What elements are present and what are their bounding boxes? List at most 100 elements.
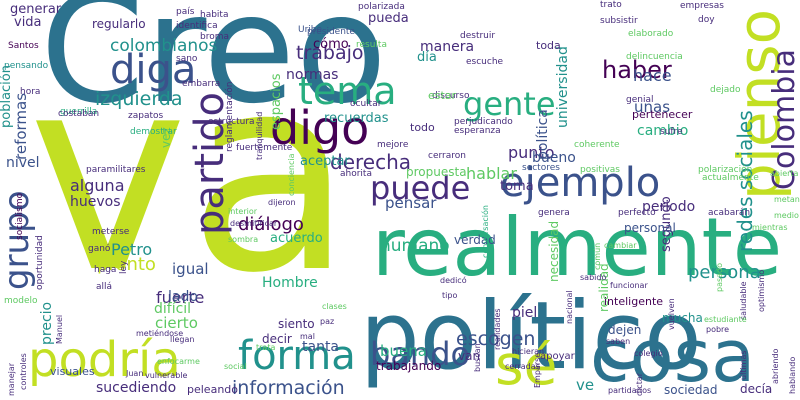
cloud-word: dejen xyxy=(608,323,642,337)
cloud-word: recuerdas xyxy=(324,111,389,126)
cloud-word: trabajo xyxy=(296,42,364,64)
cloud-word: Juan xyxy=(126,369,144,378)
cloud-word: genera xyxy=(538,208,570,218)
cloud-word: gente xyxy=(463,85,556,123)
cloud-word: van xyxy=(458,349,481,363)
cloud-word: coherente xyxy=(574,140,620,150)
cloud-word: perjudicando xyxy=(454,117,513,127)
cloud-word: ejemplo xyxy=(500,160,661,206)
cloud-word: cosa xyxy=(590,314,756,398)
cloud-word: resulta xyxy=(356,40,387,50)
cloud-word: fuerte xyxy=(156,288,205,307)
cloud-word: precio xyxy=(39,301,55,345)
cloud-word: reformas xyxy=(12,92,30,160)
cloud-word: izquierda xyxy=(95,88,183,110)
cloud-word: presidente xyxy=(307,27,355,37)
cloud-word: generar xyxy=(10,2,62,17)
cloud-word: Creo xyxy=(40,0,388,137)
cloud-word: sabido xyxy=(580,273,607,282)
cloud-word: Manuel xyxy=(55,314,64,344)
cloud-word: estar xyxy=(428,89,457,102)
cloud-word: diga xyxy=(110,47,197,93)
cloud-word: tanta xyxy=(302,339,340,355)
cloud-word: pronto xyxy=(97,254,156,275)
cloud-word: pensar xyxy=(385,194,437,212)
cloud-word: reglamentación xyxy=(225,81,235,152)
cloud-word: aceptar xyxy=(300,154,350,169)
cloud-word: tipo xyxy=(442,291,458,300)
cloud-word: escuche xyxy=(466,57,504,67)
cloud-word: sociedad xyxy=(664,383,718,397)
cloud-word: sufre xyxy=(660,127,683,137)
cloud-word: subsistir xyxy=(600,16,638,26)
cloud-word: Uribe xyxy=(298,25,323,35)
cloud-word: tema xyxy=(298,69,397,113)
cloud-word: pobre xyxy=(706,325,730,334)
cloud-word: cierto xyxy=(155,314,198,332)
cloud-word: piel xyxy=(512,305,538,321)
cloud-word: bando xyxy=(370,335,471,373)
cloud-word: estudiante xyxy=(704,315,747,324)
cloud-word: estructura xyxy=(208,117,255,127)
cloud-word: conciencia xyxy=(287,153,296,197)
cloud-word: haber xyxy=(602,56,672,84)
cloud-word: medio xyxy=(774,211,799,220)
cloud-word: común xyxy=(593,242,602,270)
cloud-word: vida xyxy=(14,15,42,30)
cloud-word: cambiar xyxy=(604,241,637,250)
cloud-word: costaban xyxy=(58,109,100,119)
cloud-word: nivel xyxy=(6,155,40,171)
cloud-word: actualmente xyxy=(702,173,759,183)
cloud-word: elaborado xyxy=(628,29,674,39)
cloud-word: dejado xyxy=(710,85,741,95)
cloud-word: últimas xyxy=(739,350,748,380)
cloud-word: partidarios xyxy=(608,386,652,395)
cloud-word: trato xyxy=(600,0,622,10)
cloud-word: pensando xyxy=(4,61,49,71)
cloud-word: unas xyxy=(634,98,671,116)
cloud-word: sombra xyxy=(228,235,259,244)
cloud-word: espacios xyxy=(269,73,284,130)
cloud-word: optimismo xyxy=(757,269,766,312)
cloud-word: apoyar xyxy=(540,351,575,362)
cloud-word: lado xyxy=(168,289,198,305)
cloud-word: toda xyxy=(536,39,561,52)
cloud-word: partido xyxy=(187,91,233,235)
cloud-word: vuelven xyxy=(667,298,676,330)
cloud-word: paramilitares xyxy=(86,165,146,175)
cloud-word: abriendo xyxy=(771,348,780,384)
cloud-word: conversación xyxy=(481,205,490,258)
cloud-word: digo xyxy=(270,101,370,155)
cloud-word: ganó xyxy=(88,244,111,254)
cloud-word: peleando xyxy=(187,383,238,396)
cloud-word: mucha xyxy=(662,311,703,325)
cloud-word: socialismo xyxy=(15,192,25,240)
cloud-word: destruir xyxy=(460,31,496,41)
cloud-word: oportunidad xyxy=(35,235,45,290)
cloud-word: ocultar xyxy=(350,99,382,109)
cloud-word: fuertemente xyxy=(236,143,293,153)
cloud-word: buscan xyxy=(473,343,482,372)
cloud-word: abierta xyxy=(770,169,799,178)
cloud-word: huevos xyxy=(70,194,121,210)
cloud-word: periodo xyxy=(642,199,696,215)
cloud-word: zapatos xyxy=(128,111,164,121)
cloud-word: polarizada xyxy=(358,2,405,12)
cloud-word: manera xyxy=(420,39,475,55)
cloud-word: Santos xyxy=(8,41,39,51)
cloud-word: genial xyxy=(626,95,654,105)
cloud-word: política xyxy=(535,109,551,160)
cloud-word: acuerdo xyxy=(270,231,323,246)
cloud-word: día xyxy=(417,50,437,65)
cloud-word: tranquilidad xyxy=(255,111,264,160)
cloud-word: saben xyxy=(606,337,631,346)
cloud-word: pueda xyxy=(368,11,409,26)
cloud-word: hicieran xyxy=(512,347,545,356)
cloud-word: habita xyxy=(200,10,229,20)
cloud-word: ley xyxy=(119,260,129,274)
cloud-word: puede xyxy=(370,169,471,207)
cloud-word: difícil xyxy=(154,301,192,317)
cloud-word: nacional xyxy=(565,290,574,324)
cloud-word: todo xyxy=(410,121,435,134)
